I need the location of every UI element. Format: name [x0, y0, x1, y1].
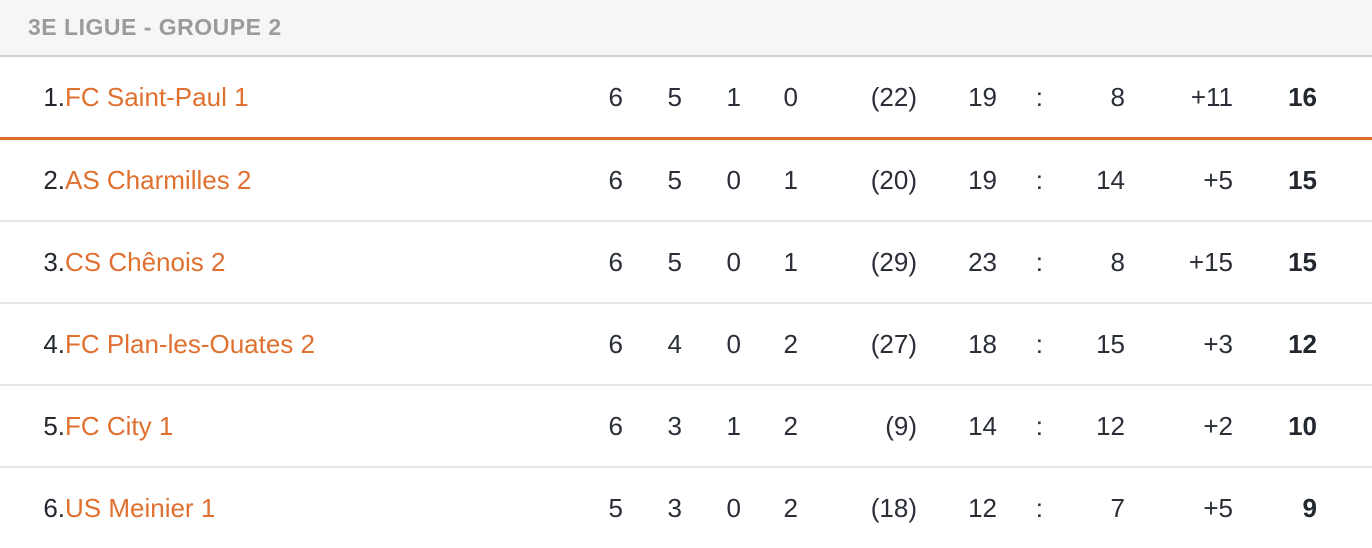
wins-cell: 3 [667, 492, 682, 523]
goals-for-cell: 14 [968, 410, 997, 441]
wins-cell: 5 [667, 164, 682, 195]
goals-against-cell: 8 [1110, 246, 1125, 277]
league-title: 3E LIGUE - GROUPE 2 [28, 14, 282, 40]
goals-for-cell: 18 [968, 328, 997, 359]
goals-against-cell: 7 [1110, 492, 1125, 523]
spacer-cell [1317, 139, 1372, 222]
goals-colon: : [1035, 328, 1043, 359]
bonus-points-cell: (9) [885, 410, 917, 441]
team-cell: AS Charmilles 2 [65, 139, 561, 222]
rank-cell: 4. [43, 328, 65, 359]
team-link[interactable]: FC City 1 [65, 410, 174, 441]
team-cell: FC Saint-Paul 1 [65, 57, 561, 139]
team-link[interactable]: AS Charmilles 2 [65, 164, 252, 195]
goal-difference-cell: +2 [1203, 410, 1233, 441]
league-table-header: 3E LIGUE - GROUPE 2 [0, 0, 1372, 57]
spacer-cell [1317, 57, 1372, 139]
draws-cell: 0 [726, 492, 741, 523]
games-played-cell: 5 [608, 492, 623, 523]
goal-difference-cell: +3 [1203, 328, 1233, 359]
goals-against-cell: 12 [1096, 410, 1125, 441]
draws-cell: 0 [726, 246, 741, 277]
table-row: 2. AS Charmilles 2 6 5 0 1 (20) 19 : 14 … [0, 139, 1372, 222]
bonus-points-cell: (29) [870, 246, 917, 277]
losses-cell: 2 [783, 328, 798, 359]
standings-table-body: 1. FC Saint-Paul 1 6 5 1 0 (22) 19 : 8 +… [0, 57, 1372, 548]
spacer-cell [1317, 385, 1372, 467]
goals-colon: : [1035, 246, 1043, 277]
rank-cell: 3. [43, 246, 65, 277]
goals-colon: : [1035, 164, 1043, 195]
games-played-cell: 6 [608, 328, 623, 359]
goals-against-cell: 8 [1110, 81, 1125, 112]
losses-cell: 2 [783, 410, 798, 441]
goals-for-cell: 19 [968, 164, 997, 195]
rank-cell: 1. [43, 81, 65, 112]
wins-cell: 4 [667, 328, 682, 359]
team-link[interactable]: FC Saint-Paul 1 [65, 81, 249, 112]
goals-colon: : [1035, 410, 1043, 441]
team-link[interactable]: US Meinier 1 [65, 492, 216, 523]
points-cell: 9 [1302, 492, 1317, 523]
draws-cell: 0 [726, 164, 741, 195]
team-cell: CS Chênois 2 [65, 221, 561, 303]
table-row: 4. FC Plan-les-Ouates 2 6 4 0 2 (27) 18 … [0, 303, 1372, 385]
rank-cell: 6. [43, 492, 65, 523]
spacer-cell [1317, 221, 1372, 303]
goal-difference-cell: +5 [1203, 492, 1233, 523]
team-cell: FC Plan-les-Ouates 2 [65, 303, 561, 385]
games-played-cell: 6 [608, 164, 623, 195]
draws-cell: 0 [726, 328, 741, 359]
losses-cell: 1 [783, 246, 798, 277]
goal-difference-cell: +15 [1188, 246, 1233, 277]
standings-table: 1. FC Saint-Paul 1 6 5 1 0 (22) 19 : 8 +… [0, 57, 1372, 548]
goals-for-cell: 12 [968, 492, 997, 523]
spacer-cell [1317, 467, 1372, 548]
points-cell: 10 [1288, 410, 1317, 441]
table-row: 1. FC Saint-Paul 1 6 5 1 0 (22) 19 : 8 +… [0, 57, 1372, 139]
games-played-cell: 6 [608, 81, 623, 112]
draws-cell: 1 [726, 410, 741, 441]
bonus-points-cell: (18) [870, 492, 917, 523]
goal-difference-cell: +11 [1190, 81, 1233, 112]
goals-colon: : [1035, 492, 1043, 523]
wins-cell: 5 [667, 81, 682, 112]
wins-cell: 3 [667, 410, 682, 441]
table-row: 6. US Meinier 1 5 3 0 2 (18) 12 : 7 +5 9 [0, 467, 1372, 548]
bonus-points-cell: (20) [870, 164, 917, 195]
team-cell: US Meinier 1 [65, 467, 561, 548]
table-row: 5. FC City 1 6 3 1 2 (9) 14 : 12 +2 10 [0, 385, 1372, 467]
goals-colon: : [1035, 81, 1043, 112]
spacer-cell [1317, 303, 1372, 385]
goal-difference-cell: +5 [1203, 164, 1233, 195]
points-cell: 15 [1288, 164, 1317, 195]
bonus-points-cell: (27) [870, 328, 917, 359]
games-played-cell: 6 [608, 410, 623, 441]
games-played-cell: 6 [608, 246, 623, 277]
team-link[interactable]: CS Chênois 2 [65, 246, 226, 277]
losses-cell: 1 [783, 164, 798, 195]
points-cell: 12 [1288, 328, 1317, 359]
wins-cell: 5 [667, 246, 682, 277]
goals-for-cell: 23 [968, 246, 997, 277]
rank-cell: 2. [43, 164, 65, 195]
team-link[interactable]: FC Plan-les-Ouates 2 [65, 328, 315, 359]
points-cell: 16 [1288, 81, 1317, 112]
losses-cell: 0 [783, 81, 798, 112]
rank-cell: 5. [43, 410, 65, 441]
bonus-points-cell: (22) [870, 81, 917, 112]
table-row: 3. CS Chênois 2 6 5 0 1 (29) 23 : 8 +15 … [0, 221, 1372, 303]
team-cell: FC City 1 [65, 385, 561, 467]
losses-cell: 2 [783, 492, 798, 523]
goals-for-cell: 19 [968, 81, 997, 112]
draws-cell: 1 [726, 81, 741, 112]
goals-against-cell: 14 [1096, 164, 1125, 195]
goals-against-cell: 15 [1096, 328, 1125, 359]
points-cell: 15 [1288, 246, 1317, 277]
